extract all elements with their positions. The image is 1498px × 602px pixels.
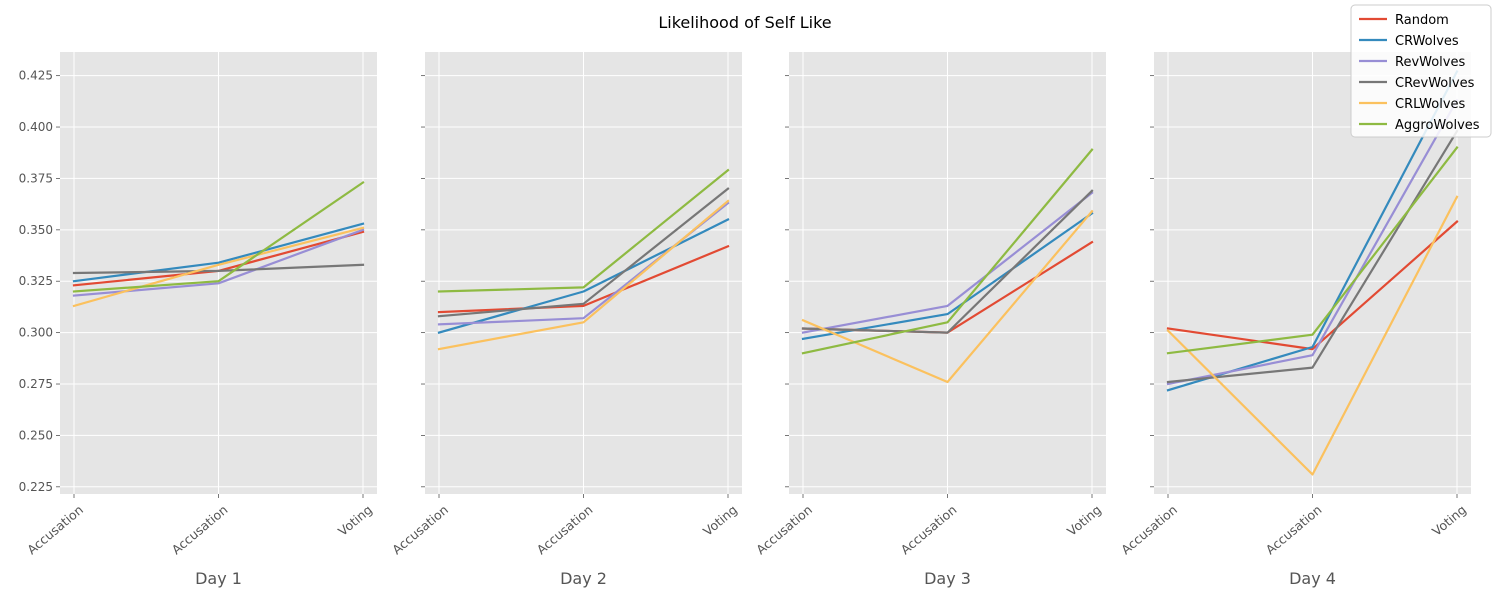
- series-line-crlwolves: [437, 199, 730, 351]
- y-tick-label: 0.300: [19, 326, 53, 340]
- x-tick-label: Accusation: [1118, 502, 1180, 557]
- x-tick-label: Accusation: [753, 502, 815, 557]
- series-line-crlwolves: [1166, 195, 1459, 476]
- series-line-revwolves: [801, 191, 1094, 334]
- panels-layer: 0.225 0.250 0.275 0.300 0.325 0.350 0.375 0.400…: [19, 52, 1471, 588]
- legend: Random CRWolves RevWolves CRevWolves CRLWolv…: [1350, 4, 1492, 138]
- series-line-aggrowolves: [72, 180, 365, 293]
- series-line-crevwolves: [72, 263, 365, 275]
- series-line-aggrowolves: [1166, 146, 1459, 355]
- series-line-crwolves: [72, 222, 365, 283]
- y-tick-label: 0.375: [19, 171, 53, 185]
- y-tick-label: 0.400: [19, 120, 53, 134]
- x-axis-title: Day 3: [924, 569, 971, 588]
- series-line-crevwolves: [437, 187, 730, 318]
- chart-title: Likelihood of Self Like: [658, 13, 831, 32]
- series-line-crlwolves: [72, 226, 365, 308]
- legend-label: AggroWolves: [1395, 118, 1480, 133]
- x-tick-label: Accusation: [389, 502, 451, 557]
- series-line-random: [1166, 220, 1459, 351]
- x-tick-label: Accusation: [898, 502, 960, 557]
- y-tick-label: 0.275: [19, 377, 53, 391]
- y-tick-label: 0.325: [19, 274, 53, 288]
- panel-day-3: Accusation Accusation Voting Day 3: [753, 52, 1106, 588]
- panel-day-1: 0.225 0.250 0.275 0.300 0.325 0.350 0.375 0.400…: [19, 52, 377, 588]
- panel-day-2: Accusation Accusation Voting Day 2: [389, 52, 742, 588]
- y-tick-label: 0.225: [19, 480, 53, 494]
- x-tick-label: Accusation: [169, 502, 231, 557]
- y-tick-label: 0.425: [19, 69, 53, 83]
- x-tick-label: Accusation: [534, 502, 596, 557]
- legend-label: CRWolves: [1395, 34, 1459, 49]
- series-line-revwolves: [1166, 98, 1459, 386]
- x-tick-label: Accusation: [24, 502, 86, 557]
- series-line-crwolves: [437, 218, 730, 334]
- x-tick-label: Voting: [700, 502, 740, 539]
- series-line-crevwolves: [801, 189, 1094, 334]
- y-tick-label: 0.350: [19, 223, 53, 237]
- x-tick-label: Voting: [1064, 502, 1104, 539]
- x-tick-label: Voting: [1429, 502, 1469, 539]
- series-line-crwolves: [1166, 70, 1459, 392]
- x-axis-title: Day 4: [1289, 569, 1336, 588]
- series-line-crlwolves: [801, 209, 1094, 384]
- series-line-aggrowolves: [437, 168, 730, 293]
- x-axis-title: Day 1: [195, 569, 242, 588]
- x-tick-label: Accusation: [1263, 502, 1325, 557]
- series-line-aggrowolves: [801, 148, 1094, 355]
- legend-label: RevWolves: [1395, 55, 1465, 70]
- x-tick-label: Voting: [335, 502, 375, 539]
- y-tick-label: 0.250: [19, 428, 53, 442]
- legend-label: CRevWolves: [1395, 76, 1475, 91]
- series-line-random: [437, 244, 730, 314]
- x-axis-title: Day 2: [560, 569, 607, 588]
- legend-label: CRLWolves: [1395, 97, 1466, 112]
- legend-label: Random: [1395, 13, 1449, 28]
